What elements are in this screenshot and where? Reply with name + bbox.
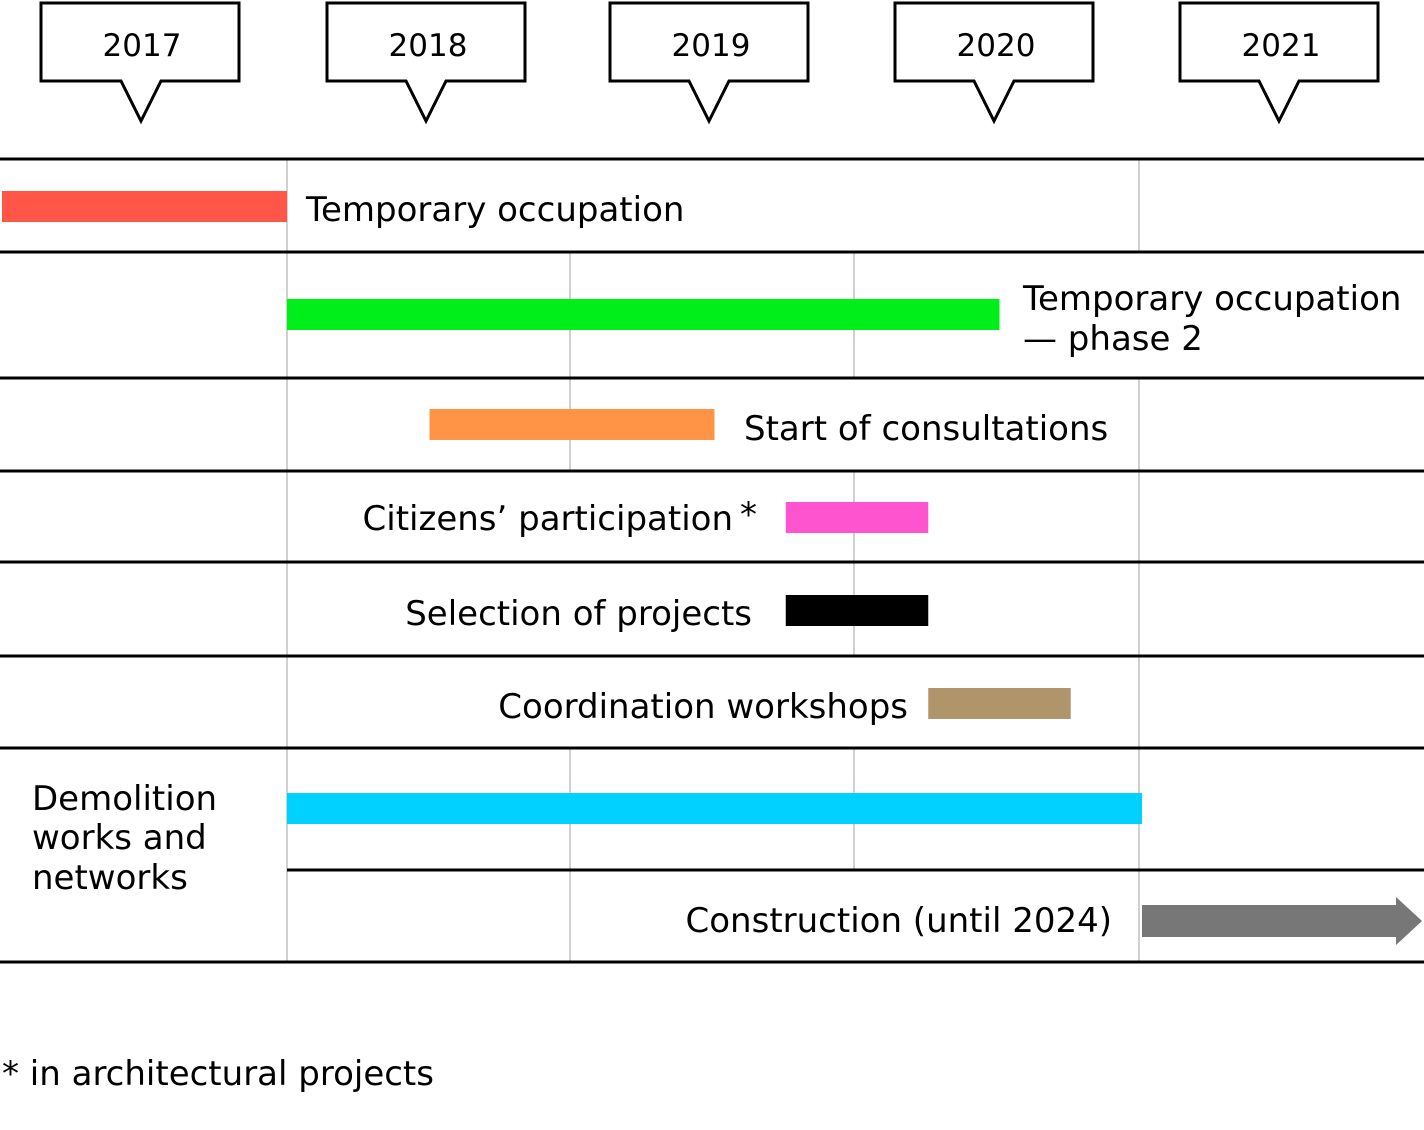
year-callout-2021: 2021 [1178,1,1380,125]
bars [2,191,1422,945]
year-callout-2017: 2017 [39,1,241,125]
label-coordination-workshops: Coordination workshops [498,687,908,727]
bar-temporary-occupation-phase-2 [287,299,1000,330]
bar-coordination-workshops [928,688,1071,719]
label-works-and: works and [32,818,207,858]
year-label: 2019 [672,28,751,64]
year-label: 2021 [1242,28,1321,64]
label-networks: networks [32,858,188,898]
label-selection-of-projects: Selection of projects [405,594,752,634]
footnote: * in architectural projects [2,1054,434,1094]
year-label: 2017 [103,28,182,64]
bar-demolition-works [287,793,1142,824]
bar-temporary-occupation [2,191,287,222]
bar-citizens-participation [785,502,929,533]
label-start-of-consultations: Start of consultations [744,409,1108,449]
year-callout-2020: 2020 [893,1,1095,125]
label-citizens-participation: Citizens’ participation [363,499,733,539]
year-callout-2018: 2018 [325,1,527,125]
arrow-construction [1142,897,1422,945]
label-temporary-occupation-phase-2: Temporary occupation [1022,279,1401,319]
footnote-marker: * [740,495,757,535]
year-label: 2020 [957,28,1036,64]
bar-start-of-consultations [429,409,715,440]
label-construction: Construction (until 2024) [686,901,1112,941]
label-temporary-occupation: Temporary occupation [305,190,684,230]
label-demolition: Demolition [32,779,217,819]
label-phase-2: — phase 2 [1023,319,1203,359]
year-callout-2019: 2019 [608,1,810,125]
year-label: 2018 [389,28,468,64]
row-separators [0,157,1424,964]
bar-selection-of-projects [785,595,929,626]
